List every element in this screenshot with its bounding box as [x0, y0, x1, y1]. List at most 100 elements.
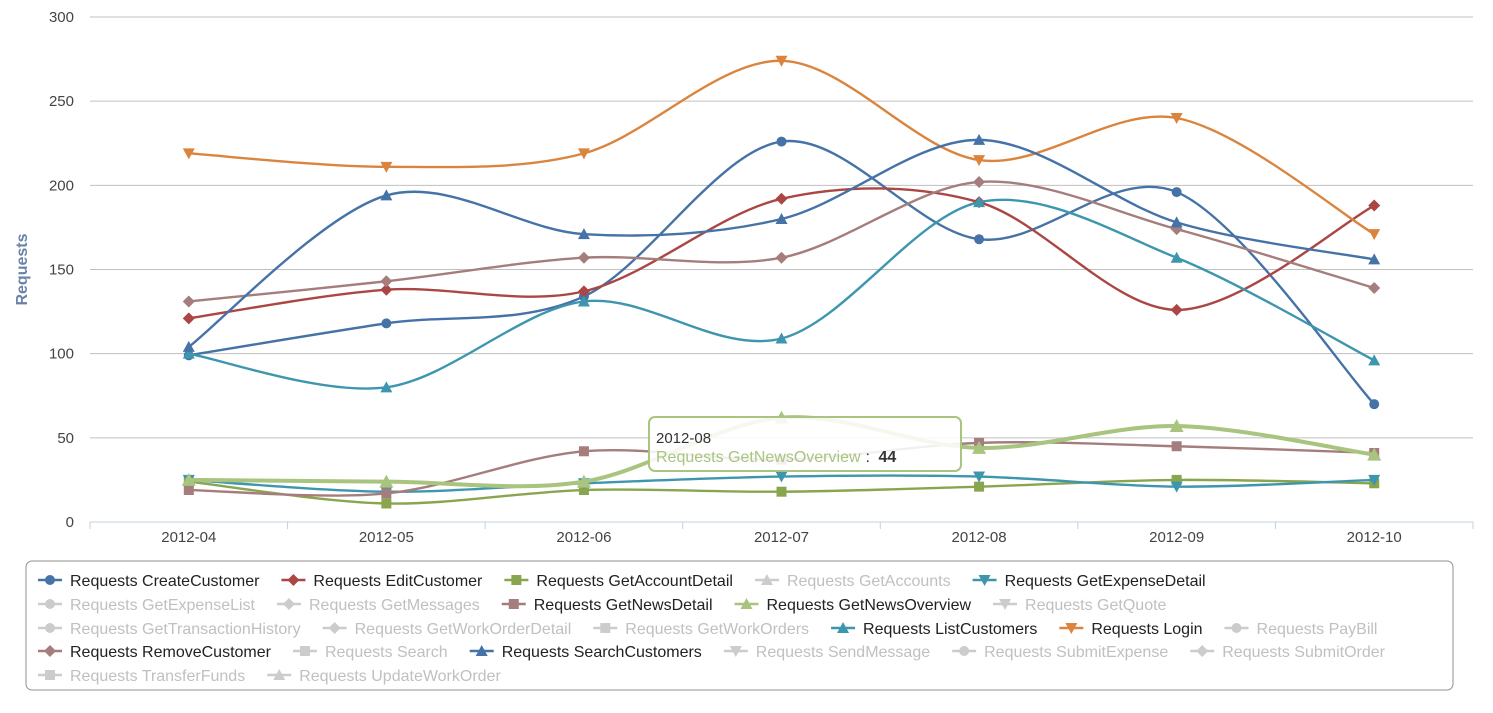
data-point — [381, 488, 392, 499]
legend-item[interactable]: Requests GetTransactionHistory — [38, 621, 301, 638]
data-point — [576, 474, 591, 488]
legend-item[interactable]: Requests GetAccountDetail — [504, 573, 733, 590]
legend-marker-icon — [740, 598, 753, 609]
legend-marker-icon — [959, 646, 970, 656]
y-tick-label: 0 — [66, 514, 74, 531]
legend-label: Requests EditCustomer — [313, 573, 483, 590]
y-tick-label: 300 — [49, 9, 74, 26]
data-point — [380, 381, 393, 393]
data-point — [775, 251, 788, 264]
legend-item[interactable]: Requests GetQuote — [993, 597, 1167, 614]
legend-label: Requests UpdateWorkOrder — [299, 668, 501, 685]
data-point — [973, 155, 986, 167]
legend-marker-icon — [511, 575, 522, 585]
x-tick-label: 2012-09 — [1149, 529, 1204, 546]
y-tick-label: 250 — [49, 93, 74, 110]
legend-marker-icon — [760, 574, 773, 585]
data-point — [775, 55, 788, 67]
data-point — [379, 474, 394, 488]
data-point — [776, 486, 787, 497]
data-point — [183, 485, 194, 496]
legend-marker-icon — [299, 646, 310, 656]
data-point — [775, 332, 788, 344]
y-tick-label: 200 — [49, 177, 74, 194]
legend-marker-icon — [600, 623, 611, 633]
x-tick-label: 2012-04 — [161, 529, 216, 546]
data-point — [181, 472, 196, 486]
series-group — [182, 196, 1381, 393]
data-point — [1368, 282, 1381, 295]
legend-label: Requests ListCustomers — [863, 621, 1037, 638]
legend-marker-icon — [328, 622, 341, 634]
legend-item[interactable]: Requests CreateCustomer — [38, 573, 260, 590]
data-point — [1170, 251, 1183, 263]
legend-item[interactable]: Requests Login — [1059, 621, 1203, 638]
legend-marker-icon — [1065, 623, 1078, 634]
tooltip-value: 44 — [879, 449, 897, 466]
legend-marker-icon — [475, 645, 488, 656]
legend-label: Requests SearchCustomers — [502, 644, 702, 661]
series-group — [182, 55, 1381, 241]
legend-marker-icon — [508, 599, 519, 609]
tooltip-separator: : — [866, 449, 870, 466]
data-point — [1171, 474, 1182, 485]
x-tick-label: 2012-08 — [952, 529, 1007, 546]
data-point — [577, 148, 590, 160]
data-point — [1171, 187, 1182, 198]
legend-label: Requests GetQuote — [1025, 597, 1167, 614]
legend-label: Requests GetTransactionHistory — [70, 621, 301, 638]
data-point — [973, 471, 986, 483]
grid-lines — [90, 16, 1473, 439]
tooltip-series-name: Requests GetNewsOverview — [656, 449, 861, 466]
y-axis-title: Requests — [14, 233, 31, 305]
data-point — [182, 295, 195, 308]
legend-label: Requests GetAccounts — [787, 573, 951, 590]
data-point — [1170, 481, 1183, 493]
data-point — [182, 312, 195, 325]
legend-item[interactable]: Requests GetNewsDetail — [501, 597, 713, 614]
legend-item[interactable]: Requests SendMessage — [723, 644, 930, 661]
legend-marker-icon — [283, 598, 295, 610]
legend-label: Requests GetWorkOrders — [625, 621, 809, 638]
legend-item[interactable]: Requests GetExpenseList — [38, 597, 256, 614]
legend-label: Requests Search — [325, 644, 448, 661]
legend-item[interactable]: Requests GetAccounts — [754, 573, 951, 590]
data-point — [974, 481, 985, 492]
legend-item[interactable]: Requests GetMessages — [277, 597, 480, 614]
data-point — [775, 213, 788, 224]
legend-item[interactable]: Requests PayBill — [1224, 621, 1378, 638]
legend-item[interactable]: Requests SubmitOrder — [1190, 644, 1386, 661]
x-tick-label: 2012-05 — [359, 529, 414, 546]
legend-item[interactable]: Requests TransferFunds — [38, 668, 245, 685]
legend-item[interactable]: Requests GetWorkOrders — [593, 621, 809, 638]
legend-item[interactable]: Requests EditCustomer — [281, 573, 483, 590]
series-line — [187, 138, 1376, 349]
y-tick-label: 100 — [49, 346, 74, 363]
legend-label: Requests SubmitExpense — [984, 644, 1168, 661]
data-point — [380, 283, 393, 296]
legend-label: Requests Login — [1091, 621, 1202, 638]
data-point — [973, 175, 986, 188]
data-point — [775, 471, 788, 483]
legend-item[interactable]: Requests SubmitExpense — [952, 644, 1168, 661]
legend-item[interactable]: Requests GetNewsOverview — [734, 597, 972, 614]
legend-item[interactable]: Requests UpdateWorkOrder — [267, 668, 501, 685]
data-point — [381, 318, 392, 329]
data-point — [380, 189, 393, 201]
x-tick-label: 2012-10 — [1347, 529, 1402, 546]
data-point — [973, 196, 986, 208]
axes: 0 50 100 150 200 250 300 2012-04 2012-05 2012-06 2… — [14, 9, 1474, 546]
legend-label: Requests GetNewsOverview — [767, 597, 972, 614]
legend-marker-icon — [45, 599, 55, 609]
legend-item[interactable]: Requests ListCustomers — [831, 621, 1037, 638]
y-tick-label: 50 — [57, 430, 74, 447]
series-line — [187, 59, 1376, 236]
legend-item[interactable]: Requests RemoveCustomer — [38, 644, 272, 661]
legend-item[interactable]: Requests GetWorkOrderDetail — [322, 621, 572, 638]
data-point — [1170, 303, 1183, 316]
legend-item[interactable]: Requests Search — [292, 644, 448, 661]
legend-label: Requests GetExpenseList — [70, 597, 256, 614]
legend-item[interactable]: Requests GetExpenseDetail — [972, 573, 1206, 590]
legend-item[interactable]: Requests SearchCustomers — [469, 644, 702, 661]
